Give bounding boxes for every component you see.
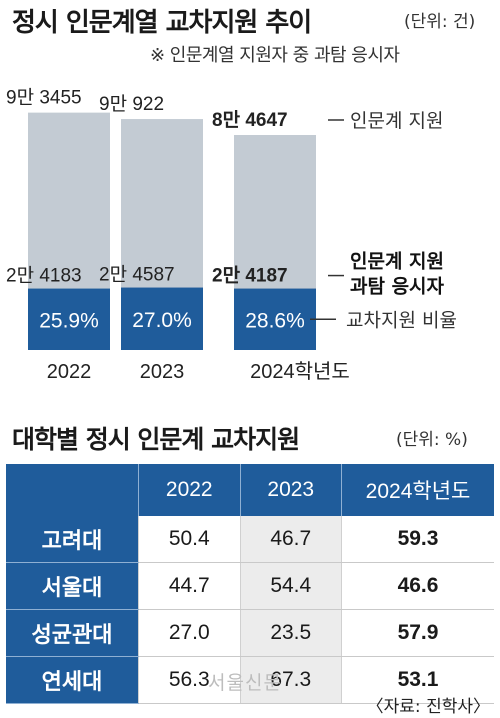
row-label: 연세대 bbox=[6, 656, 139, 704]
table-row: 성균관대 27.0 23.5 57.9 bbox=[6, 609, 494, 657]
watermark: 서울신문 bbox=[208, 672, 282, 694]
cell-2022: 27.0 bbox=[138, 609, 240, 657]
row-label: 서울대 bbox=[6, 562, 139, 610]
category-label: 2024학년도 bbox=[250, 360, 350, 383]
table-row: 고려대 50.4 46.7 59.3 bbox=[6, 516, 494, 563]
total-value-label: 9만 3455 bbox=[6, 87, 82, 109]
ratio-label: 28.6% bbox=[245, 309, 305, 332]
table-header-row: 2022 2023 2024학년도 bbox=[6, 464, 494, 516]
table-title: 대학별 정시 인문계 교차지원 bbox=[12, 425, 300, 454]
table-header-blank bbox=[6, 464, 139, 516]
cell-2024: 46.6 bbox=[341, 562, 494, 610]
university-table: 2022 2023 2024학년도 고려대 50.4 46.7 59.3 서울대… bbox=[6, 464, 494, 704]
table-header-2024: 2024학년도 bbox=[341, 464, 494, 516]
row-label: 성균관대 bbox=[6, 609, 139, 657]
table-header-2022: 2022 bbox=[138, 464, 240, 516]
ratio-label: 27.0% bbox=[132, 309, 192, 332]
cell-2023: 54.4 bbox=[239, 562, 342, 610]
cell-2022: 50.4 bbox=[138, 516, 240, 563]
cell-2024: 57.9 bbox=[341, 609, 494, 657]
cell-2023: 67.3 bbox=[239, 656, 342, 704]
table-row: 서울대 44.7 54.4 46.6 bbox=[6, 562, 494, 610]
science-value-label: 2만 4587 bbox=[99, 264, 175, 286]
source-note: 〈자료: 진학사〉 bbox=[366, 697, 490, 717]
cell-2022: 44.7 bbox=[138, 562, 240, 610]
legend-total: 인문계 지원 bbox=[350, 110, 443, 132]
science-value-label: 2만 4187 bbox=[212, 265, 288, 287]
cell-2022: 56.3 bbox=[138, 656, 240, 704]
legend-science-line1: 인문계 지원 bbox=[350, 251, 444, 273]
chart-unit: (단위: 건) bbox=[404, 12, 476, 32]
total-value-label: 9만 922 bbox=[99, 93, 164, 115]
science-bar bbox=[234, 288, 316, 350]
total-value-label: 8만 4647 bbox=[212, 109, 288, 131]
science-value-label: 2만 4183 bbox=[6, 265, 82, 287]
cell-2023: 23.5 bbox=[239, 609, 342, 657]
table-header-2023: 2023 bbox=[239, 464, 342, 516]
chart-title: 정시 인문계열 교차지원 추이 bbox=[12, 8, 312, 38]
science-bar bbox=[121, 287, 203, 350]
category-label: 2023 bbox=[140, 361, 185, 383]
category-label: 2022 bbox=[47, 361, 92, 383]
chart-note: ※ 인문계열 지원자 중 과탐 응시자 bbox=[150, 45, 400, 66]
cell-2024: 59.3 bbox=[341, 516, 494, 563]
bar-chart: 9만 3455 2만 4183 25.9% 2022 9만 922 2만 4587 27.0… bbox=[6, 87, 457, 383]
ratio-label: 25.9% bbox=[39, 309, 99, 332]
row-label: 고려대 bbox=[6, 516, 139, 563]
cell-2023: 46.7 bbox=[239, 516, 342, 563]
science-bar bbox=[28, 288, 110, 350]
table-row: 연세대 56.3 67.3 53.1 bbox=[6, 656, 494, 704]
legend-ratio: 교차지원 비율 bbox=[346, 309, 457, 331]
legend-science-line2: 과탐 응시자 bbox=[350, 276, 445, 298]
table-unit: (단위: %) bbox=[396, 430, 468, 450]
cell-2024: 53.1 bbox=[341, 656, 494, 704]
